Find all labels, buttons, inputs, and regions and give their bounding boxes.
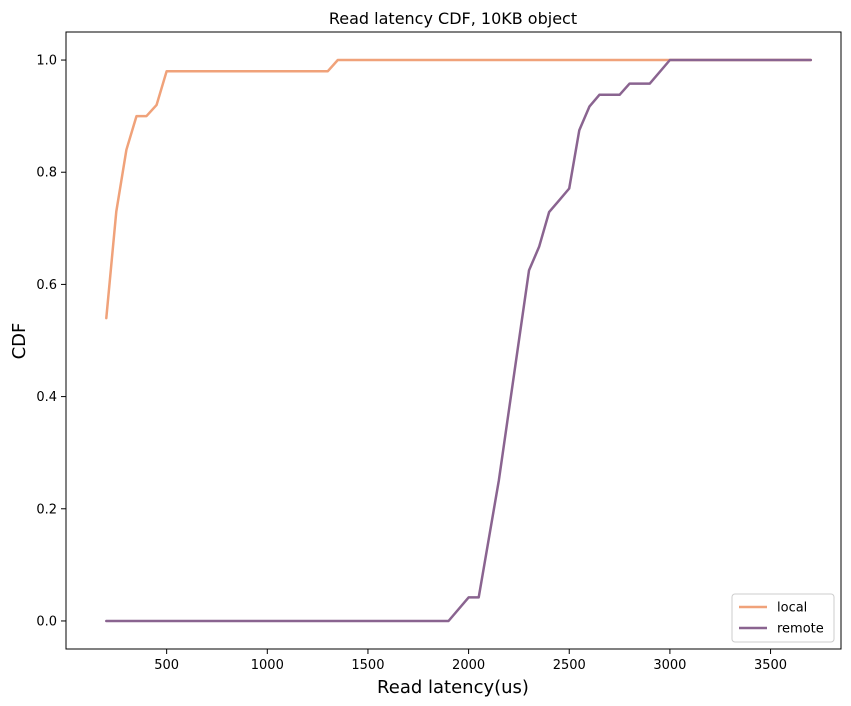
x-tick-label: 1500 <box>351 658 384 673</box>
x-tick-label: 1000 <box>251 658 284 673</box>
y-tick-label: 1.0 <box>36 54 57 69</box>
chart-title: Read latency CDF, 10KB object <box>329 9 577 28</box>
x-tick-label: 3000 <box>653 658 686 673</box>
y-tick-label: 0.6 <box>36 278 57 293</box>
x-axis: 500 1000 1500 2000 2500 3000 3500 <box>154 649 787 673</box>
y-tick-label: 0.8 <box>36 166 57 181</box>
y-axis-label: CDF <box>9 323 30 360</box>
plot-frame <box>65 31 842 650</box>
y-tick-label: 0.0 <box>36 614 57 629</box>
legend-label-local: local <box>777 601 807 616</box>
series-line-local <box>105 58 813 320</box>
y-tick-label: 0.2 <box>36 502 57 517</box>
x-tick-label: 2000 <box>452 658 485 673</box>
legend-label-remote: remote <box>777 622 824 637</box>
y-axis: 0.0 0.2 0.4 0.6 0.8 1.0 <box>36 54 66 629</box>
plot-lines <box>105 58 813 623</box>
legend: local remote <box>731 593 835 643</box>
x-tick-label: 3500 <box>754 658 787 673</box>
x-axis-label: Read latency(us) <box>377 677 529 698</box>
x-tick-label: 500 <box>154 658 179 673</box>
x-tick-label: 2500 <box>553 658 586 673</box>
series-line-remote <box>105 58 813 623</box>
y-tick-label: 0.4 <box>36 390 57 405</box>
